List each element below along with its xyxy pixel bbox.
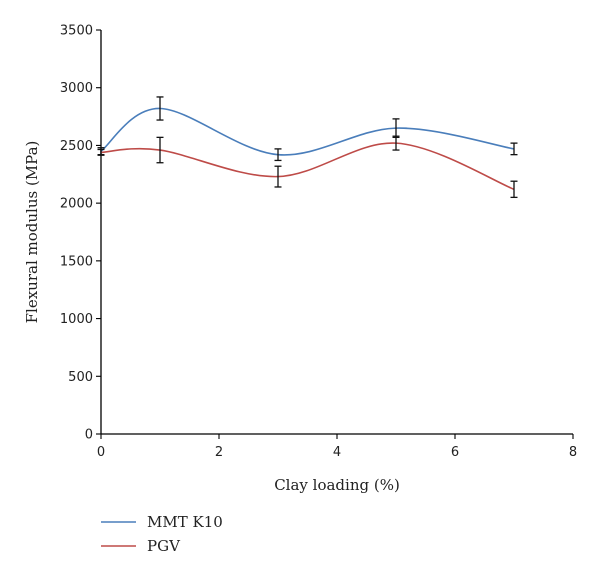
legend: MMT K10 PGV (101, 513, 223, 555)
y-tick-label: 3000 (60, 81, 93, 96)
error-bar (97, 148, 105, 156)
x-tick-label: 6 (451, 445, 459, 460)
y-tick-label: 500 (68, 370, 93, 385)
y-tick-label: 1500 (60, 254, 93, 269)
error-bar (274, 165, 282, 188)
legend-label: MMT K10 (147, 513, 223, 531)
error-bar (510, 142, 518, 156)
y-tick-label: 0 (85, 428, 93, 443)
error-bar (392, 135, 400, 151)
series-line (100, 142, 515, 191)
error-bar (156, 136, 164, 164)
error-bar (156, 96, 164, 121)
y-tick-label: 3500 (60, 24, 93, 39)
series-2 (97, 135, 518, 199)
x-tick-label: 8 (569, 445, 577, 460)
series-line (100, 107, 515, 156)
error-bar (510, 180, 518, 199)
y-tick-label: 2500 (60, 139, 93, 154)
legend-label: PGV (147, 537, 181, 555)
x-tick-label: 0 (97, 445, 105, 460)
y-tick-label: 1000 (60, 312, 93, 327)
series-layer (97, 96, 518, 199)
x-tick-label: 2 (215, 445, 223, 460)
y-axis-label: Flexural modulus (MPa) (23, 141, 41, 324)
legend-item: PGV (101, 537, 181, 555)
legend-item: MMT K10 (101, 513, 223, 531)
axes: 0 500 1000 1500 2000 2500 3000 3500 0 2 4 6 8 (60, 24, 577, 461)
error-bar (274, 148, 282, 162)
series-1 (97, 96, 518, 162)
x-tick-label: 4 (333, 445, 341, 460)
x-axis-label: Clay loading (%) (274, 476, 400, 494)
y-tick-label: 2000 (60, 197, 93, 212)
